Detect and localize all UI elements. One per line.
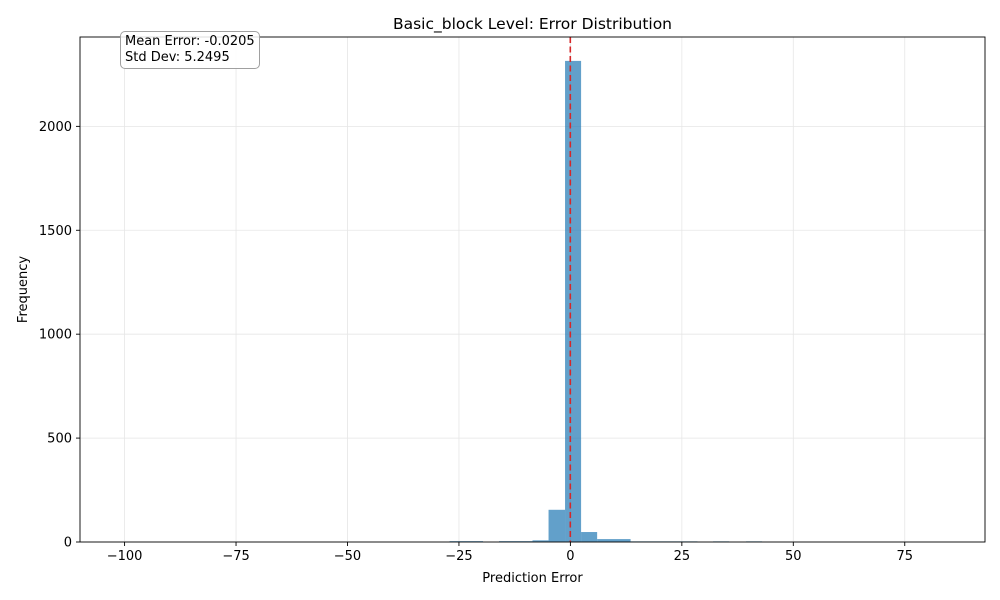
y-tick-label: 0 xyxy=(64,536,72,551)
x-axis-label: Prediction Error xyxy=(482,571,583,586)
x-tick-label: 75 xyxy=(896,549,913,564)
x-tick-label: −25 xyxy=(445,549,472,564)
mean-error-text: Mean Error: -0.0205 xyxy=(125,34,255,49)
chart-title: Basic_block Level: Error Distribution xyxy=(393,15,672,34)
y-axis-ticks: 0 500 1000 1500 2000 xyxy=(39,120,80,551)
x-tick-label: −75 xyxy=(222,549,249,564)
histogram-bars xyxy=(449,60,763,543)
x-tick-label: 0 xyxy=(566,549,574,564)
histogram-bar xyxy=(565,60,582,543)
std-dev-text: Std Dev: 5.2495 xyxy=(125,50,230,65)
histogram-bar xyxy=(581,532,598,542)
stats-annotation-box: Mean Error: -0.0205 Std Dev: 5.2495 xyxy=(120,31,260,69)
y-tick-label: 500 xyxy=(47,432,72,447)
y-tick-label: 1000 xyxy=(39,328,72,343)
y-tick-label: 1500 xyxy=(39,224,72,239)
x-tick-label: −100 xyxy=(107,549,143,564)
y-tick-label: 2000 xyxy=(39,120,72,135)
x-axis-ticks: −100 −75 −50 −25 0 25 50 75 xyxy=(107,542,913,564)
x-tick-label: 50 xyxy=(785,549,802,564)
histogram-bar xyxy=(532,540,549,542)
histogram-bar xyxy=(548,509,566,542)
x-tick-label: 25 xyxy=(674,549,691,564)
plot-area-frame xyxy=(79,36,986,543)
y-axis-label: Frequency xyxy=(16,256,31,323)
grid-lines xyxy=(80,37,985,543)
histogram-bar xyxy=(597,539,631,542)
x-tick-label: −50 xyxy=(334,549,361,564)
